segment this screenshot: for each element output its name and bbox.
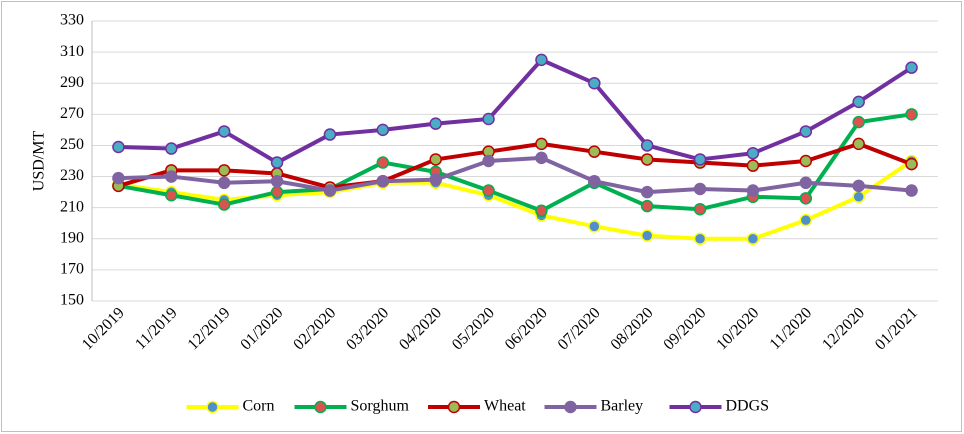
series-line	[118, 57, 913, 165]
data-point	[429, 153, 442, 166]
y-tick-label: 250	[60, 136, 84, 153]
data-point	[217, 176, 231, 190]
series-line	[118, 112, 912, 213]
data-point	[482, 112, 495, 126]
data-point	[799, 125, 813, 138]
data-point	[693, 202, 707, 216]
data-point	[799, 154, 813, 168]
data-point	[852, 190, 865, 204]
data-point	[376, 156, 390, 169]
data-point	[640, 153, 654, 166]
data-point	[799, 176, 813, 190]
data-point	[905, 157, 918, 171]
data-point	[746, 184, 760, 197]
data-point	[376, 123, 390, 137]
y-tick-label: 310	[60, 43, 84, 60]
y-tick-label: 210	[60, 198, 84, 215]
data-point	[270, 185, 284, 199]
data-point	[429, 117, 442, 130]
data-point	[588, 174, 601, 188]
data-point	[588, 145, 601, 158]
data-point	[323, 128, 337, 141]
data-point	[693, 232, 707, 246]
data-point	[693, 182, 707, 196]
y-tick-label: 290	[60, 74, 84, 91]
data-point	[217, 164, 231, 177]
data-point	[535, 53, 548, 67]
data-point	[482, 154, 495, 168]
data-point	[852, 95, 865, 109]
data-point	[482, 184, 495, 197]
data-point	[905, 184, 918, 197]
data-point	[746, 232, 760, 246]
legend-label: Barley	[601, 398, 644, 415]
data-point	[217, 125, 231, 138]
legend-label: Sorghum	[351, 398, 410, 415]
data-point	[270, 156, 284, 169]
data-point	[535, 151, 548, 165]
y-tick-label: 230	[60, 167, 84, 184]
y-tick-label: 170	[60, 261, 84, 278]
data-point	[535, 137, 548, 151]
y-tick-label: 330	[60, 12, 84, 29]
data-point	[799, 192, 813, 205]
y-tick-label: 190	[60, 229, 84, 246]
data-point	[746, 159, 760, 172]
data-point	[852, 137, 865, 151]
data-point	[693, 153, 707, 166]
legend-label: DDGS	[726, 398, 770, 415]
data-point	[640, 199, 654, 213]
data-point	[112, 171, 125, 185]
data-point	[429, 173, 442, 186]
data-point	[535, 204, 548, 218]
series-line	[117, 141, 913, 190]
legend-marker	[564, 400, 577, 414]
data-point	[165, 142, 178, 155]
data-point	[905, 61, 918, 74]
legend-marker	[689, 400, 702, 414]
y-axis-label: USD/MT	[31, 131, 48, 192]
legend-marker	[447, 400, 461, 414]
data-point	[588, 220, 601, 233]
series-line	[118, 155, 912, 195]
legend-label: Corn	[243, 398, 275, 415]
legend-marker	[206, 400, 219, 414]
data-point	[323, 184, 337, 197]
data-point	[640, 185, 654, 199]
data-point	[640, 229, 654, 242]
data-point	[217, 198, 231, 211]
y-tick-label: 150	[60, 292, 84, 309]
data-point	[852, 115, 865, 129]
data-point	[905, 108, 918, 121]
data-point	[852, 179, 865, 193]
data-point	[746, 146, 760, 160]
data-point	[270, 174, 284, 188]
y-tick-label: 270	[60, 105, 84, 122]
legend-label: Wheat	[484, 398, 526, 415]
data-point	[165, 170, 178, 183]
data-point	[112, 140, 125, 154]
data-point	[376, 174, 390, 188]
legend-marker	[314, 400, 327, 414]
data-point	[640, 139, 654, 152]
data-point	[588, 76, 601, 90]
data-point	[799, 213, 813, 227]
data-point	[165, 188, 178, 202]
